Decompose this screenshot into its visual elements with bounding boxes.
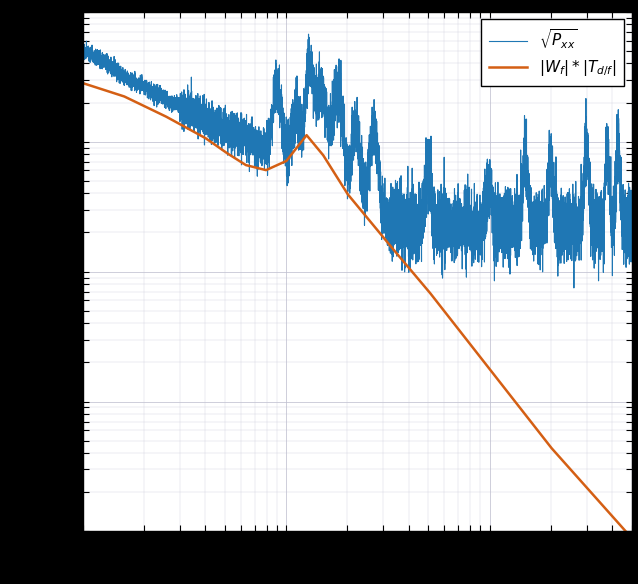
$\sqrt{P_{xx}}$: [82, 49, 89, 56]
$|W_f| * |T_{d/f}|$: [79, 79, 87, 86]
$|W_f| * |T_{d/f}|$: [82, 81, 89, 88]
$\sqrt{P_{xx}}$: [599, 232, 607, 239]
$\sqrt{P_{xx}}$: [187, 109, 195, 116]
$|W_f| * |T_{d/f}|$: [112, 90, 119, 97]
$\sqrt{P_{xx}}$: [347, 140, 355, 147]
$\sqrt{P_{xx}}$: [305, 30, 313, 37]
Line: $|W_f| * |T_{d/f}|$: $|W_f| * |T_{d/f}|$: [83, 83, 632, 538]
$\sqrt{P_{xx}}$: [102, 60, 110, 67]
$|W_f| * |T_{d/f}|$: [598, 502, 606, 509]
$\sqrt{P_{xx}}$: [112, 66, 119, 73]
Line: $\sqrt{P_{xx}}$: $\sqrt{P_{xx}}$: [83, 34, 632, 288]
$|W_f| * |T_{d/f}|$: [102, 87, 110, 94]
$|W_f| * |T_{d/f}|$: [347, 195, 355, 202]
$\sqrt{P_{xx}}$: [570, 284, 578, 291]
$\sqrt{P_{xx}}$: [628, 227, 635, 234]
$|W_f| * |T_{d/f}|$: [628, 534, 635, 541]
$|W_f| * |T_{d/f}|$: [187, 126, 195, 133]
$\sqrt{P_{xx}}$: [79, 46, 87, 53]
Legend: $\sqrt{P_{xx}}$, $|W_f| * |T_{d/f}|$: $\sqrt{P_{xx}}$, $|W_f| * |T_{d/f}|$: [481, 19, 624, 86]
